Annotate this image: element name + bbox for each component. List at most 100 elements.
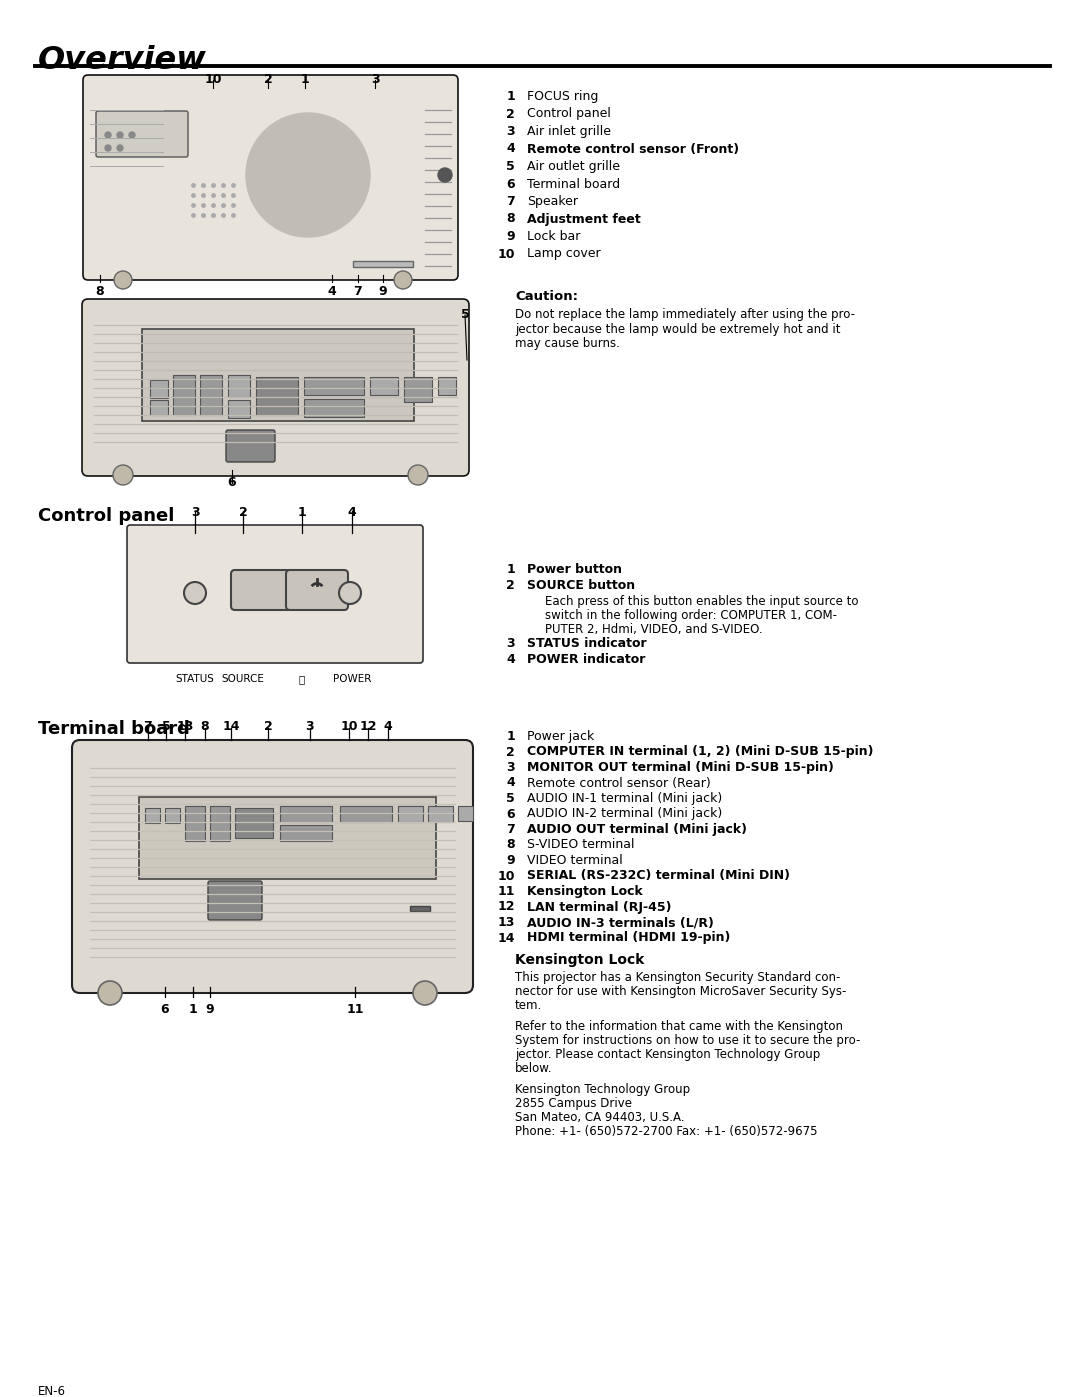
Text: 2: 2 xyxy=(507,578,515,592)
Text: VIDEO terminal: VIDEO terminal xyxy=(527,854,623,868)
FancyBboxPatch shape xyxy=(286,570,348,610)
Text: tem.: tem. xyxy=(515,999,542,1011)
Circle shape xyxy=(98,981,122,1004)
Bar xyxy=(353,261,413,267)
Text: Refer to the information that came with the Kensington: Refer to the information that came with … xyxy=(515,1020,843,1032)
Circle shape xyxy=(114,271,132,289)
Text: may cause burns.: may cause burns. xyxy=(515,337,620,351)
Text: 8: 8 xyxy=(507,212,515,225)
Text: Power jack: Power jack xyxy=(527,731,594,743)
Text: Kensington Lock: Kensington Lock xyxy=(515,953,645,967)
Text: Do not replace the lamp immediately after using the pro-: Do not replace the lamp immediately afte… xyxy=(515,307,855,321)
Text: 11: 11 xyxy=(498,886,515,898)
Text: Control panel: Control panel xyxy=(38,507,174,525)
Text: ⏼: ⏼ xyxy=(299,673,306,685)
Text: Remote control sensor (Front): Remote control sensor (Front) xyxy=(527,142,739,155)
Circle shape xyxy=(113,465,133,485)
Text: Kensington Lock: Kensington Lock xyxy=(527,886,643,898)
Text: below.: below. xyxy=(515,1062,553,1076)
Text: 6: 6 xyxy=(161,1003,170,1016)
Text: STATUS indicator: STATUS indicator xyxy=(527,637,647,650)
Text: 3: 3 xyxy=(507,637,515,650)
Circle shape xyxy=(129,131,135,138)
Text: 1: 1 xyxy=(507,731,515,743)
Text: Overview: Overview xyxy=(38,45,207,75)
Text: POWER: POWER xyxy=(333,673,372,685)
Text: Terminal board: Terminal board xyxy=(527,177,620,190)
Bar xyxy=(340,806,392,821)
Text: Air inlet grille: Air inlet grille xyxy=(527,124,611,138)
Text: POWER indicator: POWER indicator xyxy=(527,652,646,666)
Text: 14: 14 xyxy=(498,932,515,944)
Text: 5: 5 xyxy=(507,792,515,805)
Text: 6: 6 xyxy=(507,177,515,190)
Bar xyxy=(235,807,273,838)
Text: MONITOR OUT terminal (Mini D-SUB 15-pin): MONITOR OUT terminal (Mini D-SUB 15-pin) xyxy=(527,761,834,774)
FancyBboxPatch shape xyxy=(83,75,458,279)
Text: 2: 2 xyxy=(507,746,515,759)
Text: 1: 1 xyxy=(300,73,309,87)
Bar xyxy=(410,907,430,911)
FancyBboxPatch shape xyxy=(127,525,423,664)
Text: Remote control sensor (Rear): Remote control sensor (Rear) xyxy=(527,777,711,789)
Bar xyxy=(399,806,423,821)
Text: Control panel: Control panel xyxy=(527,108,611,120)
Text: This projector has a Kensington Security Standard con-: This projector has a Kensington Security… xyxy=(515,971,840,983)
Text: 5: 5 xyxy=(507,161,515,173)
Text: 2: 2 xyxy=(264,73,272,87)
Bar xyxy=(200,374,222,415)
Text: jector. Please contact Kensington Technology Group: jector. Please contact Kensington Techno… xyxy=(515,1048,820,1060)
Text: Speaker: Speaker xyxy=(527,196,578,208)
Text: Kensington Technology Group: Kensington Technology Group xyxy=(515,1083,690,1097)
Text: 4: 4 xyxy=(507,652,515,666)
Text: 7: 7 xyxy=(144,719,152,733)
Text: Lock bar: Lock bar xyxy=(527,231,580,243)
FancyBboxPatch shape xyxy=(231,570,293,610)
Bar xyxy=(228,374,249,397)
Text: 10: 10 xyxy=(498,869,515,883)
Text: 5: 5 xyxy=(461,307,470,321)
FancyBboxPatch shape xyxy=(96,110,188,156)
FancyBboxPatch shape xyxy=(139,798,436,879)
Text: 3: 3 xyxy=(507,124,515,138)
Circle shape xyxy=(105,131,111,138)
Text: System for instructions on how to use it to secure the pro-: System for instructions on how to use it… xyxy=(515,1034,861,1046)
Text: 4: 4 xyxy=(327,285,336,298)
Bar xyxy=(370,377,399,395)
Bar xyxy=(303,400,364,416)
Text: Air outlet grille: Air outlet grille xyxy=(527,161,620,173)
FancyBboxPatch shape xyxy=(208,882,262,921)
Text: S-VIDEO terminal: S-VIDEO terminal xyxy=(527,838,635,852)
Text: SOURCE button: SOURCE button xyxy=(527,578,635,592)
Circle shape xyxy=(298,165,318,184)
Bar xyxy=(404,377,432,402)
Bar xyxy=(228,400,249,418)
FancyBboxPatch shape xyxy=(72,740,473,993)
Text: 11: 11 xyxy=(347,1003,364,1016)
Text: 8: 8 xyxy=(201,719,210,733)
Text: 3: 3 xyxy=(370,73,379,87)
Bar xyxy=(280,806,332,821)
Text: STATUS: STATUS xyxy=(176,673,215,685)
Text: 9: 9 xyxy=(507,231,515,243)
Text: Terminal board: Terminal board xyxy=(38,719,190,738)
Text: 4: 4 xyxy=(507,142,515,155)
Circle shape xyxy=(394,271,411,289)
Text: Phone: +1- (650)572-2700 Fax: +1- (650)572-9675: Phone: +1- (650)572-2700 Fax: +1- (650)5… xyxy=(515,1125,818,1139)
Text: Caution:: Caution: xyxy=(515,291,578,303)
Text: 8: 8 xyxy=(507,838,515,852)
FancyBboxPatch shape xyxy=(226,430,275,462)
Text: 7: 7 xyxy=(507,823,515,835)
Bar xyxy=(165,807,180,823)
Text: 6: 6 xyxy=(228,476,237,489)
FancyBboxPatch shape xyxy=(141,330,414,420)
Text: 9: 9 xyxy=(205,1003,214,1016)
Bar xyxy=(428,806,453,821)
Bar xyxy=(150,400,168,415)
Text: switch in the following order: COMPUTER 1, COM-: switch in the following order: COMPUTER … xyxy=(545,609,837,622)
Text: 7: 7 xyxy=(507,196,515,208)
Text: HDMI terminal (HDMI 19-pin): HDMI terminal (HDMI 19-pin) xyxy=(527,932,730,944)
Bar xyxy=(185,806,205,841)
Bar xyxy=(150,380,168,398)
Circle shape xyxy=(283,149,333,200)
